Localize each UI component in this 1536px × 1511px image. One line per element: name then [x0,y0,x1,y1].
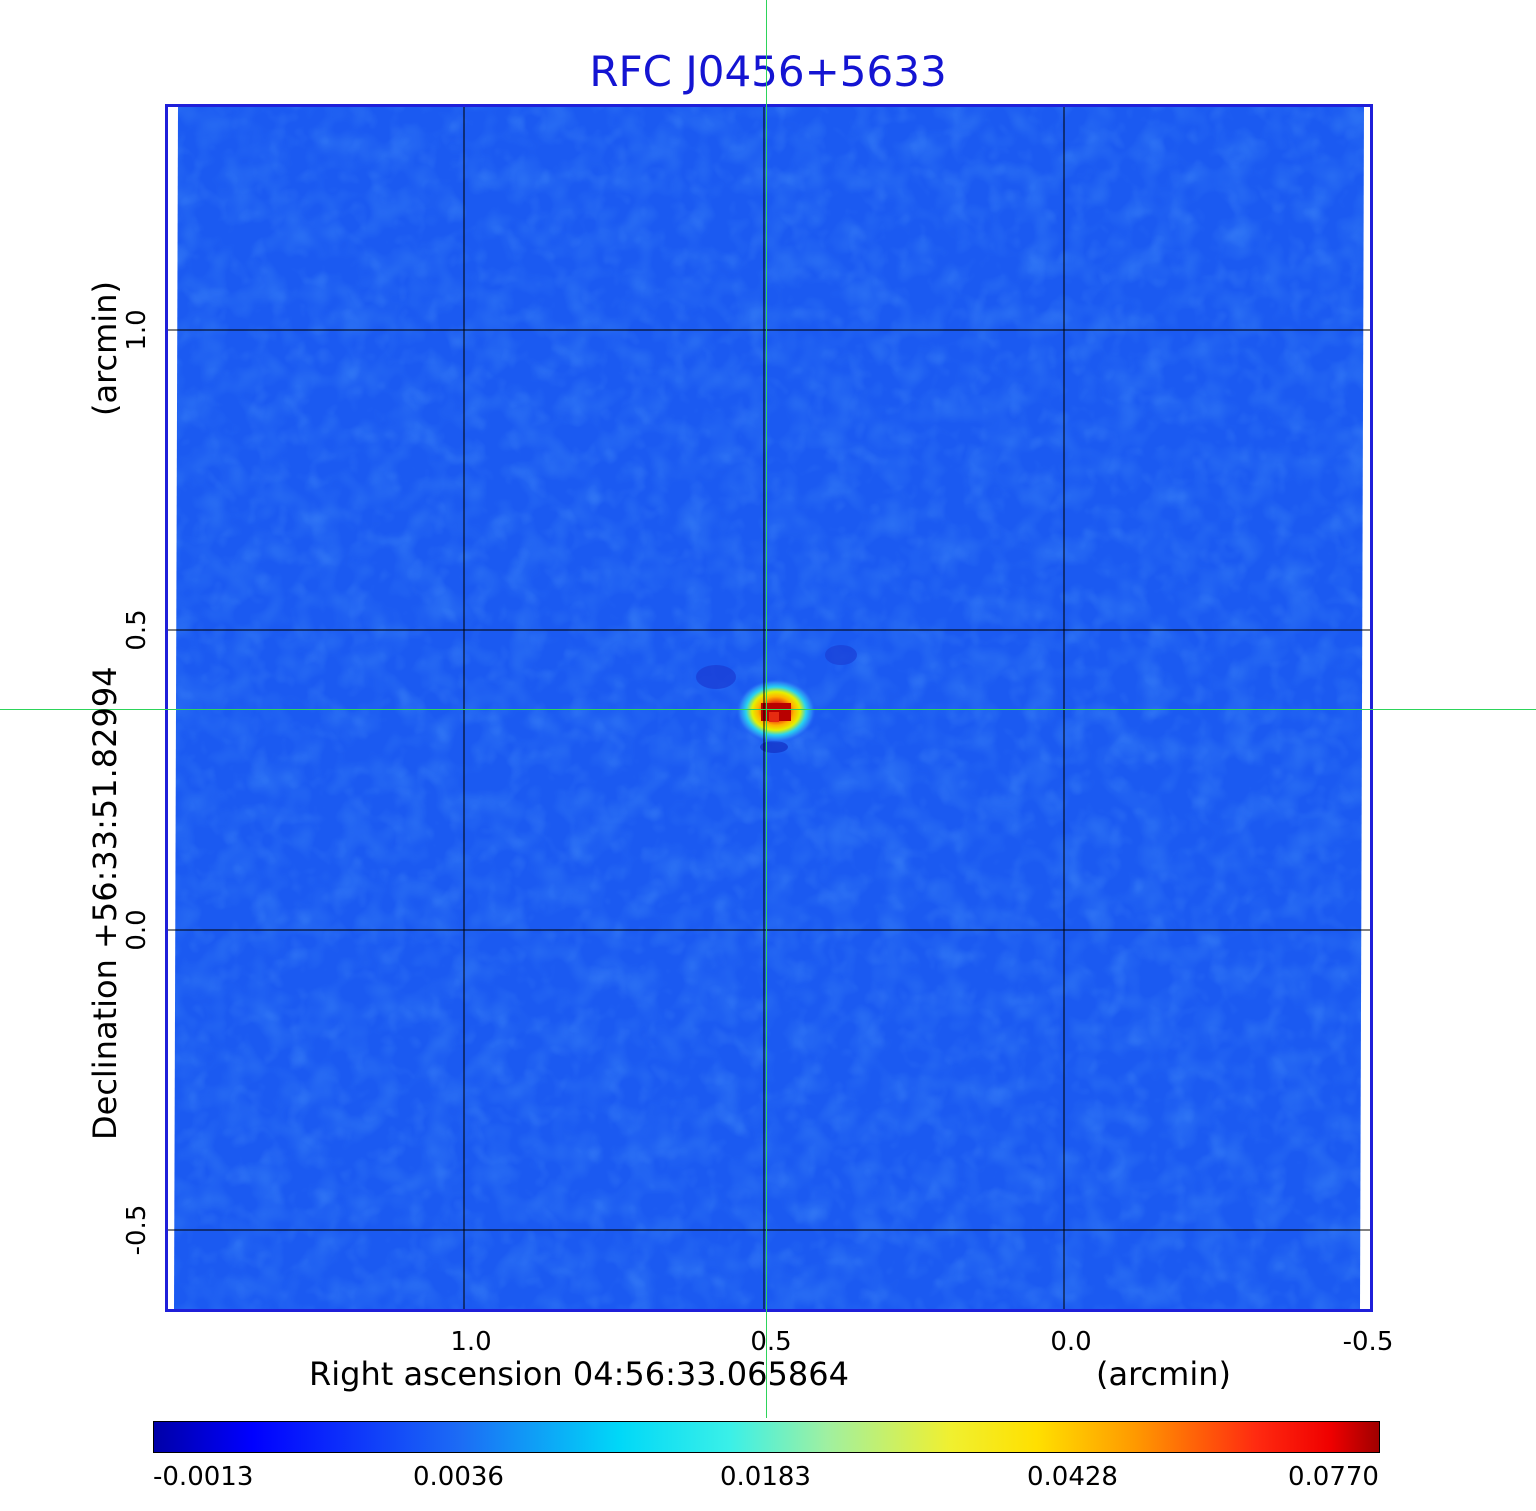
x-axis-unit: (arcmin) [1096,1355,1231,1393]
colorbar-tick-label: -0.0013 [153,1462,254,1492]
x-tick-label: 1.0 [450,1327,492,1357]
x-tick-label: 0.0 [1050,1327,1092,1357]
colorbar-tick-label: 0.0036 [413,1462,504,1492]
y-tick-label: 0.5 [122,609,152,651]
x-tick-label: 0.5 [750,1327,792,1357]
y-tick-label: 1.0 [122,309,152,351]
y-tick-label: 0.0 [122,909,152,951]
y-tick-label: -0.5 [122,1204,152,1256]
figure-title: RFC J0456+5633 [589,47,947,96]
crosshair-horizontal [0,709,1536,710]
x-axis-label: Right ascension 04:56:33.065864 [309,1355,849,1393]
y-axis-unit: (arcmin) [86,281,124,416]
map-image-frame [165,104,1373,1312]
colorbar-tick-label: 0.0183 [720,1462,811,1492]
colorbar [153,1421,1380,1453]
radio-map-image [168,107,1370,1309]
coordinate-grid [168,107,1370,1309]
colorbar-tick-label: 0.0770 [1288,1462,1379,1492]
y-axis-label: Declination +56:33:51.82994 [86,666,124,1140]
colorbar-tick-label: 0.0428 [1027,1462,1118,1492]
x-tick-label: -0.5 [1342,1327,1394,1357]
